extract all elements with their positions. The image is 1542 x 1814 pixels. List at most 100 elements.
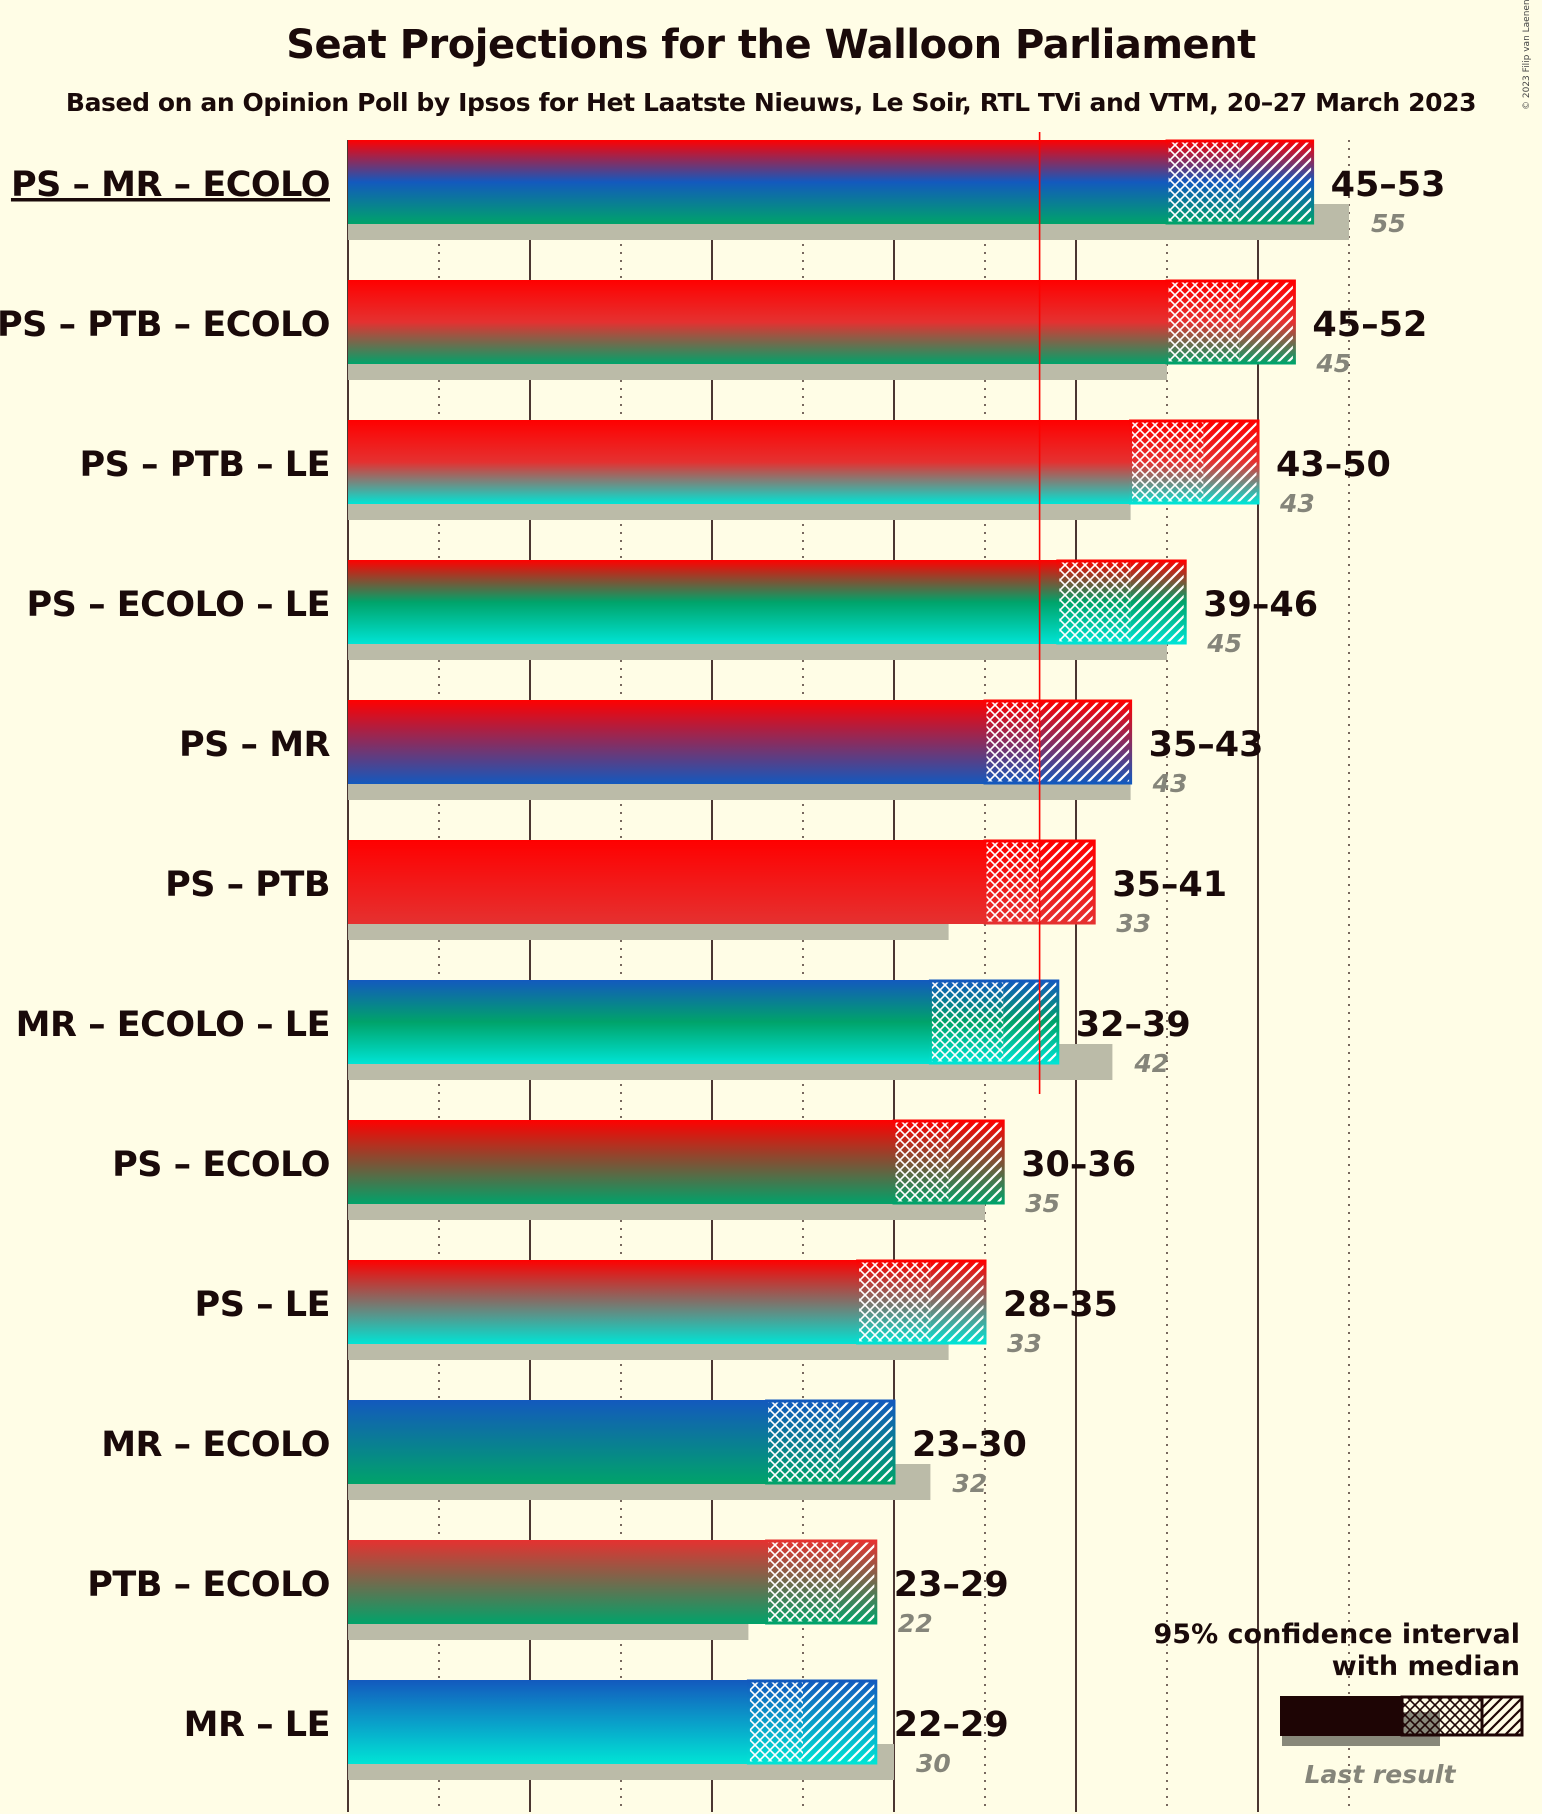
last-result-label: 30 [916,1749,951,1778]
range-label: 23–29 [894,1565,1009,1605]
coalition-row: PS – PTB – ECOLO 45–52 45 [0,279,1427,380]
last-result-label: 45 [1206,629,1242,658]
projection-bar [348,1540,767,1624]
coalition-label: PS – PTB [165,865,330,905]
legend-median-label: with median [1332,1651,1520,1682]
ci-outline [1056,559,1187,645]
ci-upper-pattern [1003,980,1058,1064]
coalition-label: MR – ECOLO – LE [16,1005,330,1045]
last-result-label: 42 [1133,1049,1169,1078]
grid-lines [347,140,1350,1812]
projection-bar [348,1400,767,1484]
ci-outline [1165,139,1315,225]
legend-ci-upper-swatch [1480,1695,1524,1737]
ci-outline [1129,419,1260,505]
ci-lower-pattern [1167,140,1240,224]
ci-lower-pattern [930,980,1004,1064]
ci-lower-pattern [766,1400,840,1484]
coalition-rows: PS – MR – ECOLO 45–53 55 PS – PTB – ECOLO 45… [0,139,1446,1780]
ci-outline [746,1679,878,1765]
coalition-row: PS – ECOLO – LE 39–46 45 [27,559,1318,660]
ci-upper-pattern [930,1260,985,1344]
ci-upper-pattern [839,1400,894,1484]
coalition-label: PS – PTB – ECOLO [0,305,330,345]
ci-lower-pattern [894,1120,949,1204]
ci-lower-pattern [985,700,1040,784]
chart-subtitle: Based on an Opinion Poll by Ipsos for He… [65,88,1477,117]
last-result-label: 35 [1025,1189,1060,1218]
ci-lower-pattern [985,840,1040,924]
ci-upper-pattern [803,1680,876,1764]
coalition-label: PS – PTB – LE [79,445,330,485]
projection-bar [348,1260,858,1344]
coalition-row: PS – PTB – LE 43–50 43 [79,419,1391,520]
coalition-row: MR – ECOLO 23–30 32 [101,1399,1027,1500]
ci-outline [765,1399,896,1485]
coalition-row: MR – ECOLO – LE 32–39 42 [16,979,1191,1080]
coalition-label: PTB – ECOLO [87,1565,330,1605]
range-label: 28–35 [1003,1285,1118,1325]
coalition-label: MR – ECOLO [101,1425,330,1465]
projection-bar [348,1680,749,1764]
legend-last-result-label: Last result [1305,1760,1457,1789]
ci-outline [765,1539,878,1625]
projection-bar [348,840,985,924]
coalition-row: PTB – ECOLO 23–29 22 [87,1539,1009,1640]
ci-lower-pattern [748,1680,803,1764]
coalition-label: MR – LE [184,1705,330,1745]
projection-bar [348,980,931,1064]
last-result-label: 43 [1152,769,1188,798]
range-label: 39–46 [1203,585,1318,625]
projection-bar [348,420,1131,504]
coalition-label: PS – MR – ECOLO [11,165,330,205]
ci-upper-pattern [1039,840,1095,924]
last-result-label: 45 [1315,349,1351,378]
range-label: 30–36 [1021,1145,1136,1185]
ci-outline [1165,279,1296,365]
coalition-row: PS – PTB 35–41 33 [165,839,1227,940]
projection-bar [348,700,985,784]
ci-lower-pattern [1167,280,1240,364]
chart-title: Seat Projections for the Walloon Parliam… [286,22,1256,68]
range-label: 45–53 [1331,165,1446,205]
ci-upper-pattern [948,1120,1004,1204]
ci-upper-pattern [1239,140,1313,224]
last-result-label: 33 [1116,909,1151,938]
ci-lower-pattern [1057,560,1131,644]
last-result-label: 55 [1371,209,1406,238]
ci-outline [856,1259,987,1345]
ci-upper-pattern [1039,700,1131,784]
range-label: 32–39 [1076,1005,1191,1045]
last-result-label: 43 [1279,489,1315,518]
legend-ci-label: 95% confidence interval [1154,1619,1520,1650]
ci-upper-pattern [1130,560,1186,644]
coalition-row: PS – ECOLO 30–36 35 [112,1119,1136,1220]
range-label: 45–52 [1312,305,1427,345]
legend-bar-swatch [1280,1696,1402,1736]
ci-outline [892,1119,1005,1205]
projection-bar [348,280,1167,364]
projection-bar [348,560,1058,644]
range-label: 22–29 [894,1705,1009,1745]
coalition-label: PS – MR [179,725,331,765]
ci-upper-pattern [839,1540,876,1624]
projection-bar [348,140,1167,224]
range-label: 35–41 [1112,865,1227,905]
coalition-label: PS – ECOLO – LE [27,585,330,625]
coalition-row: PS – MR – ECOLO 45–53 55 [11,139,1446,240]
coalition-label: PS – ECOLO [112,1145,330,1185]
ci-lower-pattern [857,1260,931,1344]
last-result-label: 33 [1007,1329,1042,1358]
last-result-label: 32 [952,1469,987,1498]
coalition-label: PS – LE [195,1285,330,1325]
coalition-row: MR – LE 22–29 30 [184,1679,1009,1780]
legend-ci-lower-swatch [1400,1695,1484,1737]
projection-bar [348,1120,894,1204]
ci-upper-pattern [1203,420,1258,504]
coalition-row: PS – MR 35–43 43 [179,699,1264,800]
range-label: 35–43 [1149,725,1264,765]
range-label: 43–50 [1276,445,1391,485]
last-result-label: 22 [898,1609,933,1638]
